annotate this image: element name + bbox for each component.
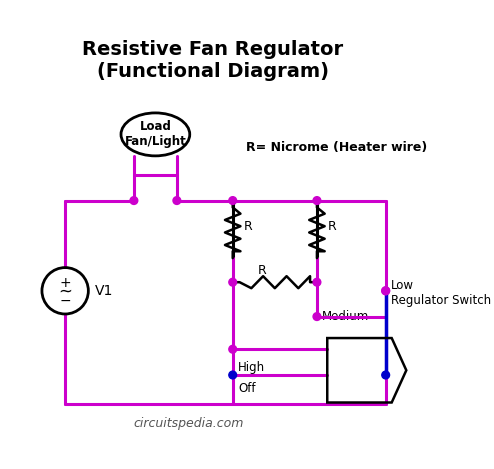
- Text: R: R: [244, 220, 252, 233]
- Text: Off: Off: [238, 382, 255, 395]
- Circle shape: [382, 287, 390, 295]
- Circle shape: [313, 313, 321, 320]
- Circle shape: [229, 345, 237, 353]
- Circle shape: [382, 287, 390, 295]
- Text: High: High: [238, 361, 265, 374]
- Text: Resistive Fan Regulator
(Functional Diagram): Resistive Fan Regulator (Functional Diag…: [82, 40, 343, 81]
- Text: R: R: [328, 220, 337, 233]
- Circle shape: [229, 371, 237, 379]
- Circle shape: [229, 278, 237, 286]
- Circle shape: [382, 371, 390, 379]
- Text: R: R: [258, 264, 266, 277]
- Text: R= Nicrome (Heater wire): R= Nicrome (Heater wire): [246, 141, 427, 154]
- Circle shape: [173, 197, 181, 204]
- Circle shape: [130, 197, 138, 204]
- Circle shape: [313, 197, 321, 204]
- Text: Load
Fan/Light: Load Fan/Light: [124, 121, 186, 148]
- Text: +: +: [59, 276, 71, 290]
- Circle shape: [229, 197, 237, 204]
- Text: −: −: [59, 294, 71, 308]
- Text: Low
Regulator Switch: Low Regulator Switch: [391, 279, 491, 307]
- Text: Medium: Medium: [322, 310, 370, 323]
- Text: circuitspedia.com: circuitspedia.com: [134, 417, 244, 431]
- Circle shape: [42, 268, 88, 314]
- Circle shape: [313, 278, 321, 286]
- Text: V1: V1: [95, 284, 114, 298]
- Text: ~: ~: [58, 283, 72, 301]
- Ellipse shape: [121, 113, 190, 156]
